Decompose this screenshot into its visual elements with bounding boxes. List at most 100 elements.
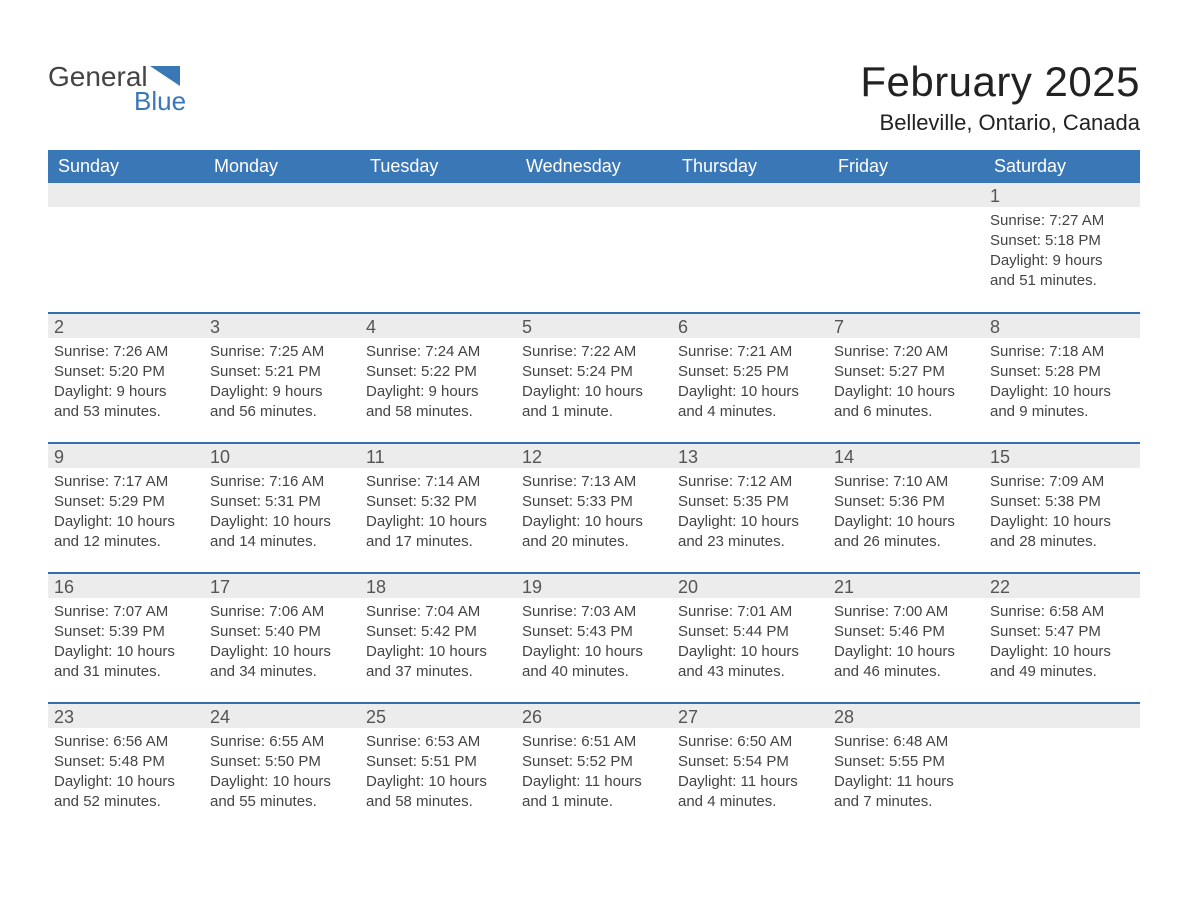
day-sunrise: Sunrise: 6:53 AM: [366, 732, 510, 752]
day-details: Sunrise: 7:18 AMSunset: 5:28 PMDaylight:…: [984, 338, 1140, 428]
day-sunset: Sunset: 5:47 PM: [990, 622, 1134, 642]
day-details: Sunrise: 7:20 AMSunset: 5:27 PMDaylight:…: [828, 338, 984, 428]
calendar-day-cell: 1Sunrise: 7:27 AMSunset: 5:18 PMDaylight…: [984, 183, 1140, 313]
day-daylight1: Daylight: 10 hours: [522, 382, 666, 402]
calendar-day-cell: 15Sunrise: 7:09 AMSunset: 5:38 PMDayligh…: [984, 443, 1140, 573]
day-sunrise: Sunrise: 7:24 AM: [366, 342, 510, 362]
day-sunset: Sunset: 5:33 PM: [522, 492, 666, 512]
calendar-day-cell: [204, 183, 360, 313]
calendar-day-cell: [672, 183, 828, 313]
day-sunset: Sunset: 5:55 PM: [834, 752, 978, 772]
day-daylight2: and 7 minutes.: [834, 792, 978, 812]
day-details: Sunrise: 7:27 AMSunset: 5:18 PMDaylight:…: [984, 207, 1140, 297]
day-sunrise: Sunrise: 7:01 AM: [678, 602, 822, 622]
day-daylight1: Daylight: 11 hours: [678, 772, 822, 792]
calendar-day-cell: 23Sunrise: 6:56 AMSunset: 5:48 PMDayligh…: [48, 703, 204, 833]
day-daylight2: and 46 minutes.: [834, 662, 978, 682]
calendar-day-cell: 2Sunrise: 7:26 AMSunset: 5:20 PMDaylight…: [48, 313, 204, 443]
day-sunset: Sunset: 5:43 PM: [522, 622, 666, 642]
day-number: 5: [516, 314, 672, 338]
day-sunset: Sunset: 5:36 PM: [834, 492, 978, 512]
day-details: Sunrise: 6:58 AMSunset: 5:47 PMDaylight:…: [984, 598, 1140, 688]
day-sunrise: Sunrise: 7:06 AM: [210, 602, 354, 622]
calendar-day-cell: 11Sunrise: 7:14 AMSunset: 5:32 PMDayligh…: [360, 443, 516, 573]
day-sunrise: Sunrise: 7:25 AM: [210, 342, 354, 362]
calendar-day-cell: 16Sunrise: 7:07 AMSunset: 5:39 PMDayligh…: [48, 573, 204, 703]
day-sunrise: Sunrise: 6:51 AM: [522, 732, 666, 752]
day-sunrise: Sunrise: 7:12 AM: [678, 472, 822, 492]
day-sunrise: Sunrise: 7:16 AM: [210, 472, 354, 492]
day-details: Sunrise: 7:12 AMSunset: 5:35 PMDaylight:…: [672, 468, 828, 558]
day-details: Sunrise: 6:51 AMSunset: 5:52 PMDaylight:…: [516, 728, 672, 818]
calendar-day-cell: 20Sunrise: 7:01 AMSunset: 5:44 PMDayligh…: [672, 573, 828, 703]
calendar-day-cell: 13Sunrise: 7:12 AMSunset: 5:35 PMDayligh…: [672, 443, 828, 573]
day-daylight1: Daylight: 10 hours: [366, 512, 510, 532]
calendar-day-cell: 5Sunrise: 7:22 AMSunset: 5:24 PMDaylight…: [516, 313, 672, 443]
day-number: 4: [360, 314, 516, 338]
day-sunrise: Sunrise: 7:00 AM: [834, 602, 978, 622]
day-sunrise: Sunrise: 7:17 AM: [54, 472, 198, 492]
day-daylight1: Daylight: 11 hours: [522, 772, 666, 792]
calendar-day-cell: [828, 183, 984, 313]
day-daylight2: and 6 minutes.: [834, 402, 978, 422]
day-number: 17: [204, 574, 360, 598]
calendar-day-cell: 22Sunrise: 6:58 AMSunset: 5:47 PMDayligh…: [984, 573, 1140, 703]
day-sunset: Sunset: 5:18 PM: [990, 231, 1134, 251]
day-sunrise: Sunrise: 6:55 AM: [210, 732, 354, 752]
calendar-week-row: 2Sunrise: 7:26 AMSunset: 5:20 PMDaylight…: [48, 313, 1140, 443]
header-tuesday: Tuesday: [360, 150, 516, 183]
day-sunset: Sunset: 5:42 PM: [366, 622, 510, 642]
day-daylight1: Daylight: 10 hours: [678, 642, 822, 662]
day-number: 21: [828, 574, 984, 598]
day-number: 10: [204, 444, 360, 468]
calendar-day-cell: 18Sunrise: 7:04 AMSunset: 5:42 PMDayligh…: [360, 573, 516, 703]
day-daylight2: and 23 minutes.: [678, 532, 822, 552]
day-details: [204, 207, 360, 217]
calendar-day-cell: 26Sunrise: 6:51 AMSunset: 5:52 PMDayligh…: [516, 703, 672, 833]
day-sunset: Sunset: 5:24 PM: [522, 362, 666, 382]
day-daylight1: Daylight: 10 hours: [834, 642, 978, 662]
day-sunrise: Sunrise: 6:56 AM: [54, 732, 198, 752]
header-sunday: Sunday: [48, 150, 204, 183]
day-details: [828, 207, 984, 217]
day-sunset: Sunset: 5:48 PM: [54, 752, 198, 772]
day-daylight1: Daylight: 10 hours: [990, 642, 1134, 662]
day-details: Sunrise: 7:21 AMSunset: 5:25 PMDaylight:…: [672, 338, 828, 428]
day-details: Sunrise: 6:50 AMSunset: 5:54 PMDaylight:…: [672, 728, 828, 818]
day-details: [984, 728, 1140, 738]
logo-svg: General Blue: [48, 60, 208, 116]
calendar-table: Sunday Monday Tuesday Wednesday Thursday…: [48, 150, 1140, 833]
calendar-day-cell: [516, 183, 672, 313]
day-sunset: Sunset: 5:25 PM: [678, 362, 822, 382]
day-daylight2: and 51 minutes.: [990, 271, 1134, 291]
calendar-day-cell: 9Sunrise: 7:17 AMSunset: 5:29 PMDaylight…: [48, 443, 204, 573]
day-number: 8: [984, 314, 1140, 338]
day-sunrise: Sunrise: 7:10 AM: [834, 472, 978, 492]
calendar-day-cell: 6Sunrise: 7:21 AMSunset: 5:25 PMDaylight…: [672, 313, 828, 443]
day-daylight1: Daylight: 10 hours: [54, 642, 198, 662]
day-number: 19: [516, 574, 672, 598]
day-daylight2: and 40 minutes.: [522, 662, 666, 682]
day-details: Sunrise: 7:22 AMSunset: 5:24 PMDaylight:…: [516, 338, 672, 428]
calendar-day-cell: 27Sunrise: 6:50 AMSunset: 5:54 PMDayligh…: [672, 703, 828, 833]
day-details: Sunrise: 7:01 AMSunset: 5:44 PMDaylight:…: [672, 598, 828, 688]
day-details: Sunrise: 7:24 AMSunset: 5:22 PMDaylight:…: [360, 338, 516, 428]
day-details: Sunrise: 7:04 AMSunset: 5:42 PMDaylight:…: [360, 598, 516, 688]
day-number: 15: [984, 444, 1140, 468]
calendar-day-cell: 7Sunrise: 7:20 AMSunset: 5:27 PMDaylight…: [828, 313, 984, 443]
day-sunrise: Sunrise: 6:48 AM: [834, 732, 978, 752]
day-daylight2: and 31 minutes.: [54, 662, 198, 682]
day-sunrise: Sunrise: 7:13 AM: [522, 472, 666, 492]
day-daylight1: Daylight: 10 hours: [210, 772, 354, 792]
day-number: 26: [516, 704, 672, 728]
day-daylight1: Daylight: 10 hours: [834, 382, 978, 402]
day-daylight1: Daylight: 10 hours: [678, 512, 822, 532]
day-details: Sunrise: 7:17 AMSunset: 5:29 PMDaylight:…: [48, 468, 204, 558]
day-details: Sunrise: 7:13 AMSunset: 5:33 PMDaylight:…: [516, 468, 672, 558]
day-daylight2: and 37 minutes.: [366, 662, 510, 682]
day-details: Sunrise: 7:14 AMSunset: 5:32 PMDaylight:…: [360, 468, 516, 558]
calendar-page: General Blue February 2025 Belleville, O…: [0, 0, 1188, 873]
day-daylight2: and 14 minutes.: [210, 532, 354, 552]
calendar-day-cell: 28Sunrise: 6:48 AMSunset: 5:55 PMDayligh…: [828, 703, 984, 833]
day-daylight1: Daylight: 10 hours: [366, 772, 510, 792]
